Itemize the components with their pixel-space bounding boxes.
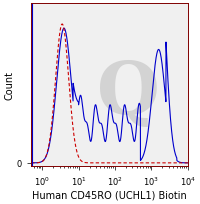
- Y-axis label: Count: Count: [4, 71, 14, 99]
- X-axis label: Human CD45RO (UCHL1) Biotin: Human CD45RO (UCHL1) Biotin: [32, 190, 187, 200]
- Text: Q: Q: [97, 58, 160, 128]
